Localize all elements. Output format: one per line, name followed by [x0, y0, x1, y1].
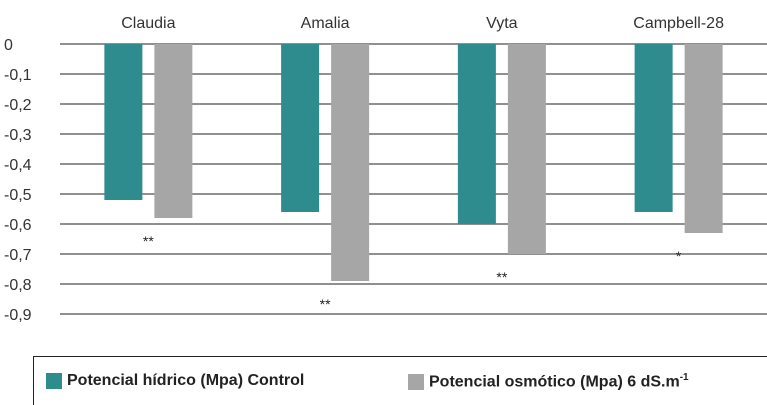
legend-item-osmotic: Potencial osmótico (Mpa) 6 dS.m-1: [408, 372, 689, 391]
legend-label-osmotic: Potencial osmótico (Mpa) 6 dS.m-1: [429, 372, 689, 391]
legend-label-control: Potencial hídrico (Mpa) Control: [67, 372, 305, 389]
legend: [33, 356, 767, 405]
y-tick-label: -0,4: [4, 157, 32, 174]
x-category-label: Amalia: [301, 15, 350, 32]
legend-label-osmotic-superscript: -1: [679, 372, 689, 383]
bar: [154, 44, 193, 218]
y-tick-label: -0,3: [4, 127, 32, 144]
bar: [457, 44, 496, 224]
y-tick-label: -0,7: [4, 247, 32, 264]
y-tick-label: -0,9: [4, 307, 32, 324]
legend-label-osmotic-text: Potencial osmótico (Mpa) 6 dS.m: [429, 373, 680, 391]
significance-marker: **: [320, 296, 331, 312]
y-tick-label: -0,8: [4, 277, 32, 294]
bar-chart: 0 -0,1 -0,2 -0,3 -0,4 -0,5 -0,6 -0,7 -0,8 -0,9 Cla…: [4, 15, 767, 324]
x-category-label: Claudia: [121, 15, 175, 32]
significance-marker: **: [143, 233, 154, 249]
x-category-label: Campbell-28: [633, 15, 724, 32]
bar: [104, 44, 143, 200]
y-tick-label: -0,6: [4, 217, 32, 234]
y-tick-label: -0,5: [4, 187, 32, 204]
bar: [281, 44, 320, 212]
legend-swatch-control: [46, 373, 62, 389]
bar: [684, 44, 723, 233]
significance-marker: *: [676, 248, 682, 264]
legend-item-control: Potencial hídrico (Mpa) Control: [46, 372, 304, 390]
y-tick-label: 0: [4, 37, 13, 54]
bar: [331, 44, 370, 281]
y-tick-label: -0,2: [4, 97, 32, 114]
legend-swatch-osmotic: [408, 373, 424, 390]
bar: [507, 44, 546, 254]
x-category-label: Vyta: [486, 15, 518, 32]
significance-marker: **: [496, 269, 507, 285]
y-tick-label: -0,1: [4, 67, 32, 84]
bar: [634, 44, 673, 212]
